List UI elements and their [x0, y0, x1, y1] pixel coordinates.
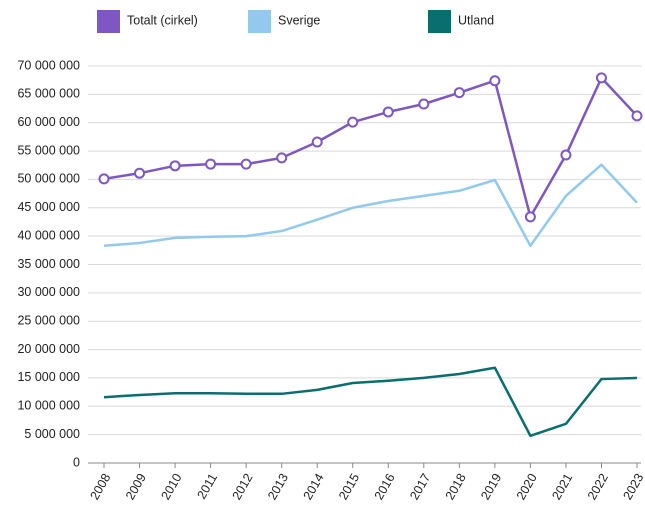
legend-label: Totalt (cirkel): [127, 13, 198, 27]
x-tick-label: 2022: [585, 471, 611, 502]
x-tick-label: 2011: [194, 471, 220, 501]
data-point: [489, 75, 501, 87]
data-point: [134, 167, 146, 179]
data-point: [169, 160, 181, 172]
y-tick-label: 5 000 000: [24, 427, 80, 441]
data-point: [595, 72, 607, 84]
y-tick-label: 40 000 000: [17, 228, 80, 242]
data-point: [311, 136, 323, 148]
y-tick-label: 55 000 000: [17, 143, 80, 157]
x-tick-label: 2012: [230, 471, 256, 502]
x-tick-label: 2014: [301, 471, 327, 502]
data-point: [418, 98, 430, 110]
data-point: [240, 158, 252, 170]
data-point: [631, 110, 643, 122]
x-tick-label: 2023: [620, 471, 645, 502]
y-tick-label: 15 000 000: [17, 370, 80, 384]
y-tick-label: 0: [73, 455, 80, 469]
y-tick-label: 30 000 000: [17, 285, 80, 299]
x-tick-label: 2020: [514, 471, 540, 502]
y-tick-label: 50 000 000: [17, 172, 80, 186]
data-point: [560, 149, 572, 161]
legend-swatch: [97, 10, 120, 33]
x-tick-label: 2008: [87, 471, 113, 502]
x-tick-label: 2009: [123, 471, 149, 502]
x-tick-label: 2019: [478, 471, 504, 502]
series-line: [103, 366, 638, 438]
x-tick-label: 2010: [158, 471, 184, 502]
y-tick-label: 65 000 000: [17, 87, 80, 101]
y-tick-label: 10 000 000: [17, 399, 80, 413]
y-tick-label: 20 000 000: [17, 342, 80, 356]
x-tick-label: 2015: [336, 471, 362, 502]
y-tick-label: 35 000 000: [17, 257, 80, 271]
x-tick-label: 2018: [443, 471, 469, 502]
x-tick-label: 2016: [372, 471, 398, 502]
legend-swatch: [248, 10, 271, 33]
series-line: [103, 163, 638, 248]
data-point: [276, 152, 288, 164]
data-point: [205, 158, 217, 170]
y-tick-label: 70 000 000: [17, 58, 80, 72]
data-point: [524, 211, 536, 223]
data-point: [453, 87, 465, 99]
legend-label: Utland: [458, 13, 494, 27]
y-tick-label: 45 000 000: [17, 200, 80, 214]
x-tick-label: 2013: [265, 471, 291, 502]
y-tick-label: 25 000 000: [17, 314, 80, 328]
y-tick-label: 60 000 000: [17, 115, 80, 129]
data-point: [347, 116, 359, 128]
legend-swatch: [428, 10, 451, 33]
x-tick-label: 2021: [549, 471, 575, 502]
x-tick-label: 2017: [407, 471, 433, 502]
legend-label: Sverige: [278, 13, 320, 27]
data-point: [98, 173, 110, 185]
series-line: [103, 76, 638, 219]
data-point: [382, 106, 394, 118]
